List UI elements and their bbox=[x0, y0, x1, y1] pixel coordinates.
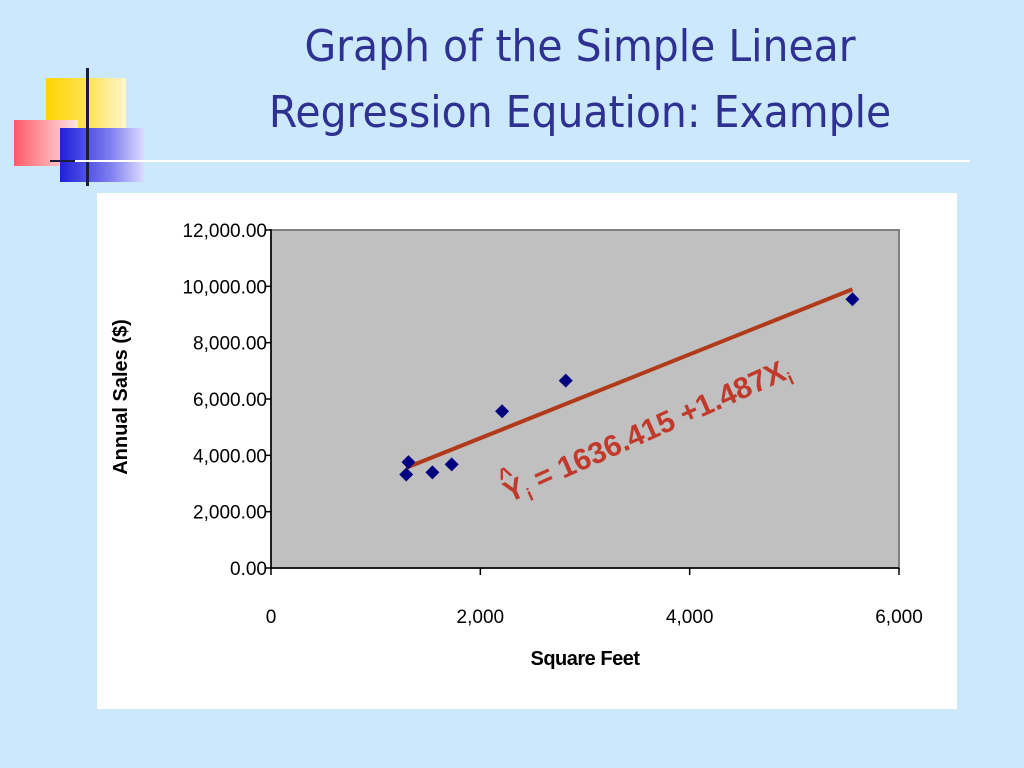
data-point bbox=[558, 373, 573, 388]
scatter-chart: 0.00 2,000.00 4,000.00 6,000.00 8,000.00 10,0… bbox=[110, 221, 923, 670]
data-point bbox=[444, 457, 459, 472]
decoration-blue-square bbox=[60, 128, 144, 182]
x-tick-label: 2,000 bbox=[457, 607, 505, 628]
slide-title-line2: Regression Equation: Example bbox=[268, 87, 892, 138]
data-point bbox=[399, 467, 414, 482]
y-axis-title: Annual Sales ($) bbox=[110, 319, 132, 475]
data-point bbox=[495, 404, 510, 419]
y-tick-label: 4,000.00 bbox=[193, 446, 267, 467]
x-tick-label: 6,000 bbox=[875, 607, 923, 628]
y-tick-label: 10,000.00 bbox=[182, 277, 267, 298]
x-tick-label: 0 bbox=[266, 607, 277, 628]
data-point bbox=[401, 455, 416, 470]
x-axis-title: Square Feet bbox=[531, 648, 641, 670]
plot-area bbox=[270, 229, 900, 569]
y-tick-label: 12,000.00 bbox=[182, 221, 267, 242]
regression-line bbox=[405, 287, 854, 470]
x-tick-label: 4,000 bbox=[666, 607, 714, 628]
data-point bbox=[425, 465, 440, 480]
chart-panel: 0.00 2,000.00 4,000.00 6,000.00 8,000.00 10,0… bbox=[97, 193, 957, 709]
y-tick-label: 2,000.00 bbox=[193, 503, 267, 524]
y-tick-label: 6,000.00 bbox=[193, 390, 267, 411]
data-point bbox=[845, 292, 860, 307]
y-tick-label: 0.00 bbox=[230, 559, 267, 580]
y-tick-label: 8,000.00 bbox=[193, 334, 267, 355]
decoration-vertical-line bbox=[86, 68, 89, 186]
slide-title: Graph of the Simple Linear Regression Eq… bbox=[180, 14, 980, 146]
title-underline bbox=[75, 160, 970, 162]
slide-title-line1: Graph of the Simple Linear bbox=[304, 21, 856, 72]
